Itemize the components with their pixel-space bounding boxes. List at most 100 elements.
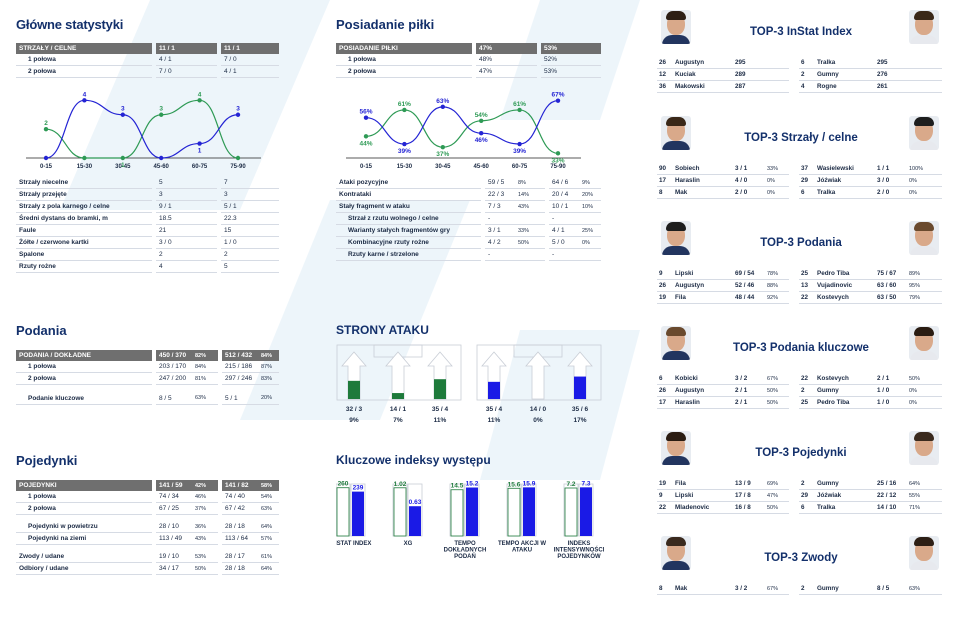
row-value: 10 / 1	[549, 200, 579, 213]
shots-team2-data-label: 3	[121, 106, 125, 113]
poss-team1-data-label: 37%	[436, 151, 449, 158]
player-name: Haraslin	[673, 396, 733, 409]
row-value: 64 / 6	[549, 177, 579, 189]
player-name: Gumny	[815, 384, 875, 397]
table-row: Żółte / czerwone kartki 3 / 0 1 / 0	[16, 236, 279, 249]
row-value: 4 / 2	[485, 236, 515, 249]
row-value: 18.5	[156, 212, 217, 225]
player-name: Tralka	[815, 501, 875, 514]
shots-team2-data-label: 1	[198, 148, 202, 155]
player-value: 69 / 54	[733, 268, 765, 280]
player-value: 63 / 60	[875, 279, 907, 292]
index-team2-value: 15.9	[523, 480, 536, 487]
row-pct: 8%	[515, 177, 545, 189]
table-row: 8 Mak 2 / 0 0% 6 Tralka 2 / 0 0%	[657, 186, 942, 199]
shots-team2-point	[197, 141, 202, 146]
poss-team2-point	[555, 98, 561, 103]
table-row: Stały fragment w ataku 7 / 3 43% 10 / 1 10%	[336, 200, 601, 213]
table-row: 1 połowa 4 / 1 7 / 0	[16, 54, 279, 66]
index-label: TEMPO	[454, 541, 476, 547]
index-label: ATAKU	[512, 548, 532, 554]
row-pct: 20%	[579, 188, 601, 201]
row-label: 1 połowa	[16, 361, 152, 373]
row-value: 47%	[476, 65, 537, 78]
player-name: Gumny	[815, 478, 875, 490]
player-avatar	[661, 116, 691, 150]
index-label: DOKŁADNYCH	[444, 548, 487, 554]
duels-header-team1: 141 / 59	[156, 480, 192, 491]
row-label: Warianty stałych fragmentów gry	[336, 224, 481, 237]
row-label: 1 połowa	[16, 491, 152, 503]
row-pct: 46%	[192, 491, 218, 503]
player-pct: 50%	[765, 501, 789, 514]
row-value: 74 / 34	[156, 491, 192, 503]
shots-team2-line	[45, 99, 239, 159]
index-label: XG	[404, 541, 413, 547]
index-team1-bar	[393, 487, 407, 537]
player-number: 37	[799, 163, 815, 175]
index-team1-value: 1.02	[394, 481, 407, 488]
row-label: Pojedynki na ziemi	[16, 532, 152, 545]
player-pct	[765, 68, 789, 81]
attack-level-fill	[348, 380, 360, 399]
player-value: 1 / 0	[875, 396, 907, 409]
player-number: 25	[799, 396, 815, 409]
player-name: Kostevych	[815, 373, 875, 385]
possession-table: POSIADANIE PIŁKI 47% 53% 1 połowa 48% 52…	[336, 43, 601, 78]
shots-team1-point	[82, 155, 87, 161]
row-label: Kontrataki	[336, 188, 481, 201]
top3-title: TOP-3 Podania kluczowe	[733, 342, 869, 354]
top3-title: TOP-3 Pojedynki	[755, 447, 847, 459]
duels-header-team1-pct: 42%	[192, 480, 218, 491]
row-value: 34 / 17	[156, 562, 192, 575]
attack-value: 14 / 1	[390, 406, 407, 413]
row-value: 7	[221, 177, 279, 189]
player-value: 25 / 16	[875, 478, 907, 490]
attack-level-fill	[392, 393, 404, 399]
table-row: 17 Haraslin 2 / 1 50% 25 Pedro Tiba 1 / 0 0%	[657, 396, 942, 409]
shots-tick-label: 30-45	[115, 164, 131, 170]
player-pct	[765, 80, 789, 93]
player-pct: 69%	[765, 478, 789, 490]
table-row: 2 połowa 47% 53%	[336, 65, 601, 78]
shots-team2-point	[43, 155, 49, 161]
row-value: 52%	[541, 54, 601, 66]
player-value: 2 / 0	[733, 186, 765, 199]
row-pct: 33%	[515, 224, 545, 237]
table-row: 26 Augustyn 295 6 Tralka 295	[657, 57, 942, 69]
player-pct	[907, 57, 942, 69]
top3-block: TOP-3 Podania 9 Lipski 69 / 54 78% 25 Pedro Ti…	[657, 219, 942, 319]
player-name: Pedro Tiba	[815, 396, 875, 409]
player-number: 17	[657, 396, 673, 409]
row-label: Pojedynki w powietrzu	[16, 521, 152, 533]
player-avatar	[661, 221, 691, 255]
poss-team1-point	[440, 144, 445, 150]
player-value: 48 / 44	[733, 291, 765, 304]
row-value: 7 / 0	[156, 65, 217, 78]
player-value: 63 / 50	[875, 291, 907, 304]
top3-block: TOP-3 Podania kluczowe 6 Kobicki 3 / 2 67% 22…	[657, 324, 942, 424]
shots-header-label: STRZAŁY / CELNE	[16, 43, 152, 54]
shots-header-team1: 11 / 1	[156, 43, 217, 54]
attack-pct: 7%	[393, 417, 403, 424]
table-row: 19 Fila 48 / 44 92% 22 Kostevych 63 / 50 79%	[657, 291, 942, 304]
player-number: 25	[799, 268, 815, 280]
row-pct: 10%	[579, 200, 601, 213]
table-row: 2 połowa 7 / 0 4 / 1	[16, 65, 279, 78]
poss-team2-line	[365, 100, 559, 145]
row-pct: 81%	[192, 372, 218, 385]
player-pct	[907, 80, 942, 93]
player-number: 19	[657, 291, 673, 304]
attack-pct: 11%	[488, 417, 501, 424]
attack-pct: 17%	[573, 417, 586, 424]
shots-team2-point	[235, 112, 241, 117]
row-value: 28 / 17	[222, 551, 258, 563]
player-avatar	[909, 116, 939, 150]
player-number: 36	[657, 80, 673, 93]
row-pct	[515, 248, 545, 261]
player-pct: 55%	[907, 489, 942, 502]
row-value: 4 / 1	[549, 224, 579, 237]
row-pct: 61%	[258, 551, 279, 563]
possession-header-label: POSIADANIE PIŁKI	[336, 43, 472, 54]
player-number: 22	[657, 501, 673, 514]
